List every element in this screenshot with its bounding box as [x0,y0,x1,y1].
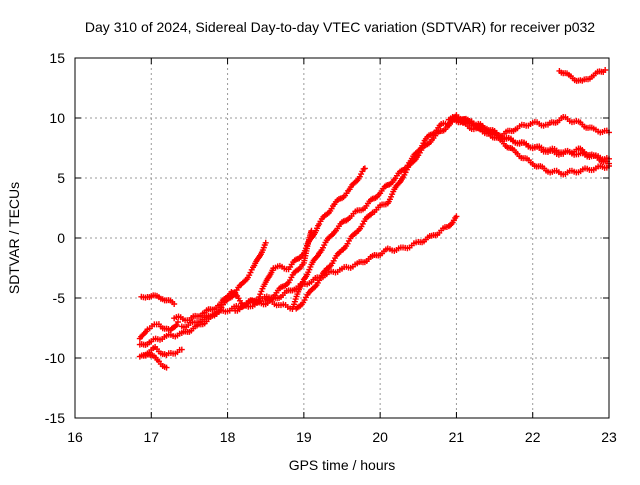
x-tick-label: 17 [143,429,159,445]
x-axis-label: GPS time / hours [289,457,396,473]
series-track-2 [136,319,181,342]
data-point [328,232,335,239]
y-tick-label: 15 [49,50,65,66]
series-track-4 [136,350,170,371]
data-point [321,268,328,275]
data-point [163,364,170,371]
x-tick-label: 18 [220,429,236,445]
chart-title: Day 310 of 2024, Sidereal Day-to-day VTE… [85,19,595,35]
grid-layer [75,58,609,418]
y-tick-label: -5 [53,290,66,306]
data-point [262,239,269,246]
y-axis-label: SDTVAR / TECUs [6,182,22,294]
data-point [171,301,178,307]
data-point [247,269,254,276]
tick-layer: 16 17 18 19 20 21 22 23 -15 -10 -5 0 5 10 15 [45,50,617,445]
y-tick-label: -10 [45,350,65,366]
y-tick-label: -15 [45,410,65,426]
x-tick-label: 19 [296,429,312,445]
x-tick-label: 23 [601,429,617,445]
data-point [256,293,263,300]
data-point [172,323,179,330]
y-tick-label: 10 [49,110,65,126]
x-tick-label: 21 [449,429,465,445]
data-point [178,346,185,353]
series-track-11 [445,115,612,167]
y-tick-label: 0 [57,230,65,246]
series-track-7 [178,165,368,331]
x-tick-label: 20 [372,429,388,445]
data-point [313,253,320,260]
series-track-8 [232,213,460,314]
data-point [173,322,180,329]
y-tick-label: 5 [57,170,65,186]
data-point [453,213,460,220]
series-track-1 [138,292,178,307]
series-track-12 [449,113,612,139]
data-point [602,67,609,73]
x-tick-label: 16 [67,429,83,445]
data-point [257,291,264,298]
series-track-13 [556,67,609,84]
data-layer [136,67,612,371]
data-point [361,165,368,172]
data-point [174,319,181,325]
x-tick-label: 22 [525,429,541,445]
